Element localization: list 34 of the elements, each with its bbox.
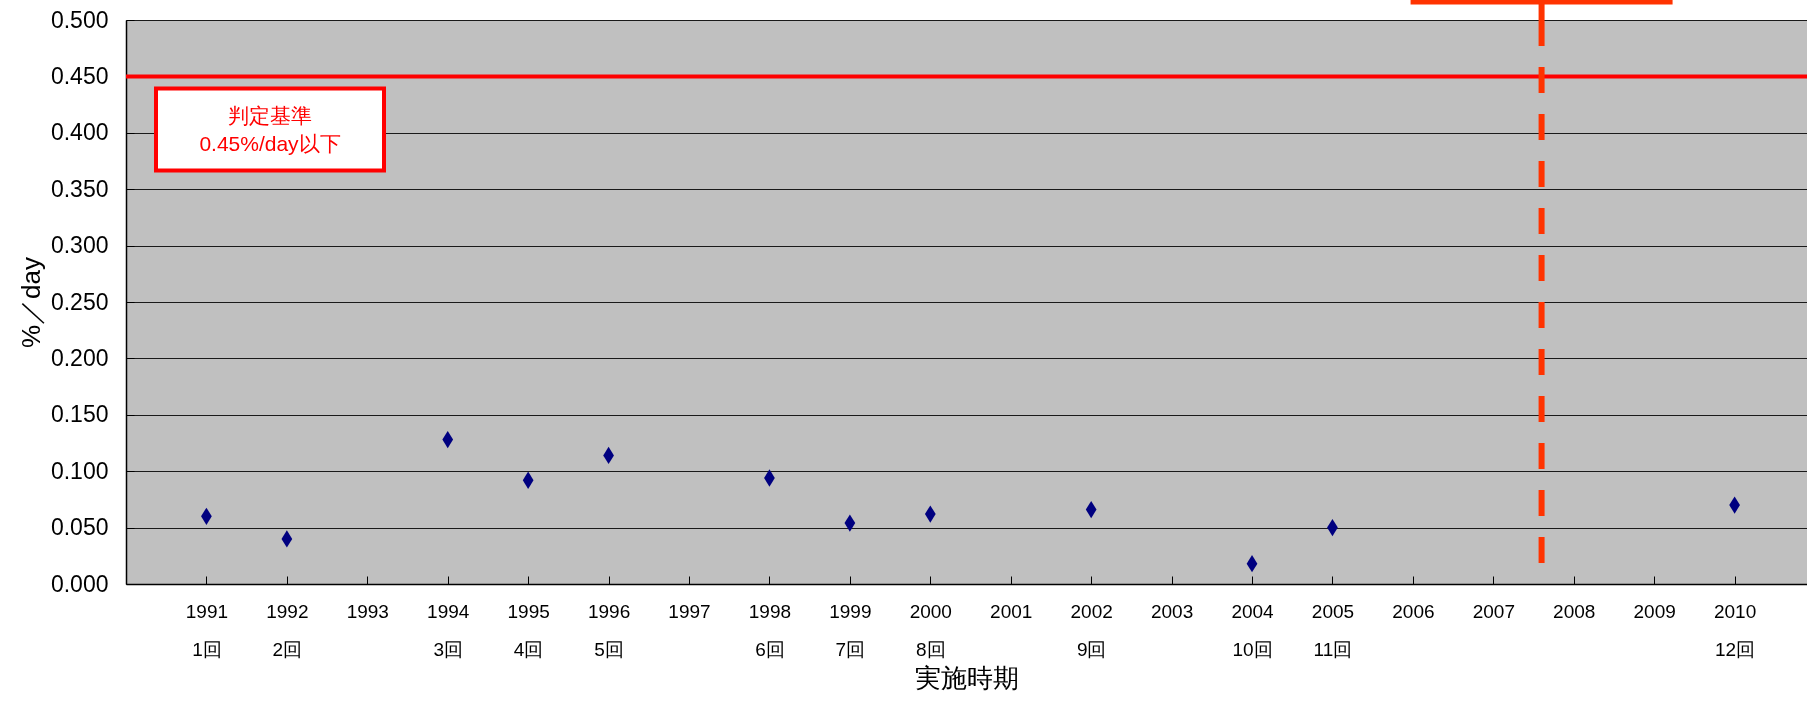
y-tick-label: 0.500 [50,6,109,33]
y-tick-label: 0.400 [50,119,109,146]
x-tick-label: 2010 12回 [1713,600,1757,660]
x-tick-label: 2007 [1472,600,1515,622]
y-tick-label: 0.300 [50,232,109,259]
x-tick-label: 1996 5回 [587,600,631,660]
y-axis-title: %／day [15,256,46,349]
x-tick-label: 2001 [990,600,1033,622]
y-tick-label: 0.100 [50,457,109,484]
x-tick-label: 2009 [1633,600,1676,622]
x-axis-title: 実施時期 [915,662,1019,693]
x-tick-label: 2002 9回 [1070,600,1113,660]
x-tick-label: 1998 6回 [748,600,792,660]
x-tick-label: 1997 [668,600,711,622]
y-tick-label: 0.200 [50,344,109,371]
x-tick-label: 2003 [1150,600,1194,622]
x-tick-label: 1992 2回 [266,600,309,660]
x-tick-label: 1993 [346,600,389,622]
x-tick-label: 2008 [1553,600,1596,622]
y-tick-label: 0.000 [50,570,109,597]
x-tick-label: 1994 3回 [427,600,470,660]
x-tick-label: 2000 8回 [909,600,952,660]
x-tick-label: 2004 10回 [1231,600,1275,660]
y-tick-label: 0.450 [50,62,109,89]
x-tick-label: 1995 4回 [507,600,550,660]
x-tick-label: 2005 11回 [1311,600,1355,660]
x-tick-label: 2006 [1392,600,1435,622]
x-tick-label: 1991 1回 [185,600,229,660]
y-tick-label: 0.150 [50,401,109,428]
y-tick-label: 0.050 [50,514,109,541]
y-tick-label: 0.250 [50,288,109,315]
y-tick-label: 0.350 [50,175,109,202]
x-tick-label: 1999 7回 [829,600,872,660]
ref-line-label: 判定基準 0.45%/day以下 [199,104,341,156]
